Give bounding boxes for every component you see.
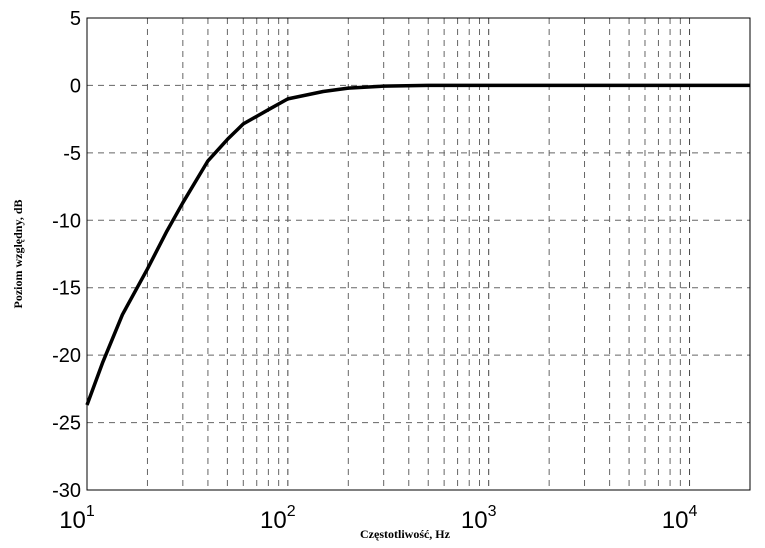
x-tick-label: 101: [59, 503, 95, 534]
plot-frame: [86, 17, 751, 491]
x-tick-label: 104: [662, 503, 698, 534]
y-tick-label: -25: [52, 413, 81, 435]
y-tick-labels: 5 0 -5 -10 -15 -20 -25 -30: [52, 8, 81, 502]
y-tick-label: -15: [52, 278, 81, 300]
y-tick-label: -10: [52, 210, 81, 232]
x-tick-label: 103: [461, 503, 497, 534]
y-tick-label: -5: [63, 143, 81, 165]
x-tick-labels: 101 102 103 104: [59, 503, 697, 534]
y-axis-label: Poziom względny, dB: [11, 199, 25, 308]
y-tick-label: -30: [52, 480, 81, 502]
y-tick-label: 0: [70, 75, 81, 97]
y-tick-label: -20: [52, 345, 81, 367]
series-line: [85, 83, 750, 406]
x-axis-label: Częstotliwość, Hz: [360, 527, 451, 541]
grid: [87, 18, 750, 490]
x-tick-label: 102: [260, 503, 296, 534]
y-tick-label: 5: [70, 8, 81, 30]
